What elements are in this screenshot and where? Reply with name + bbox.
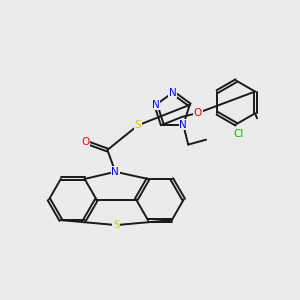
Text: N: N <box>179 120 187 130</box>
Text: S: S <box>113 220 120 230</box>
Text: O: O <box>194 108 202 118</box>
Text: N: N <box>152 100 160 110</box>
Text: S: S <box>135 120 141 130</box>
Text: N: N <box>169 88 177 98</box>
Text: Cl: Cl <box>233 129 243 139</box>
Text: N: N <box>111 167 119 177</box>
Text: O: O <box>82 137 90 147</box>
